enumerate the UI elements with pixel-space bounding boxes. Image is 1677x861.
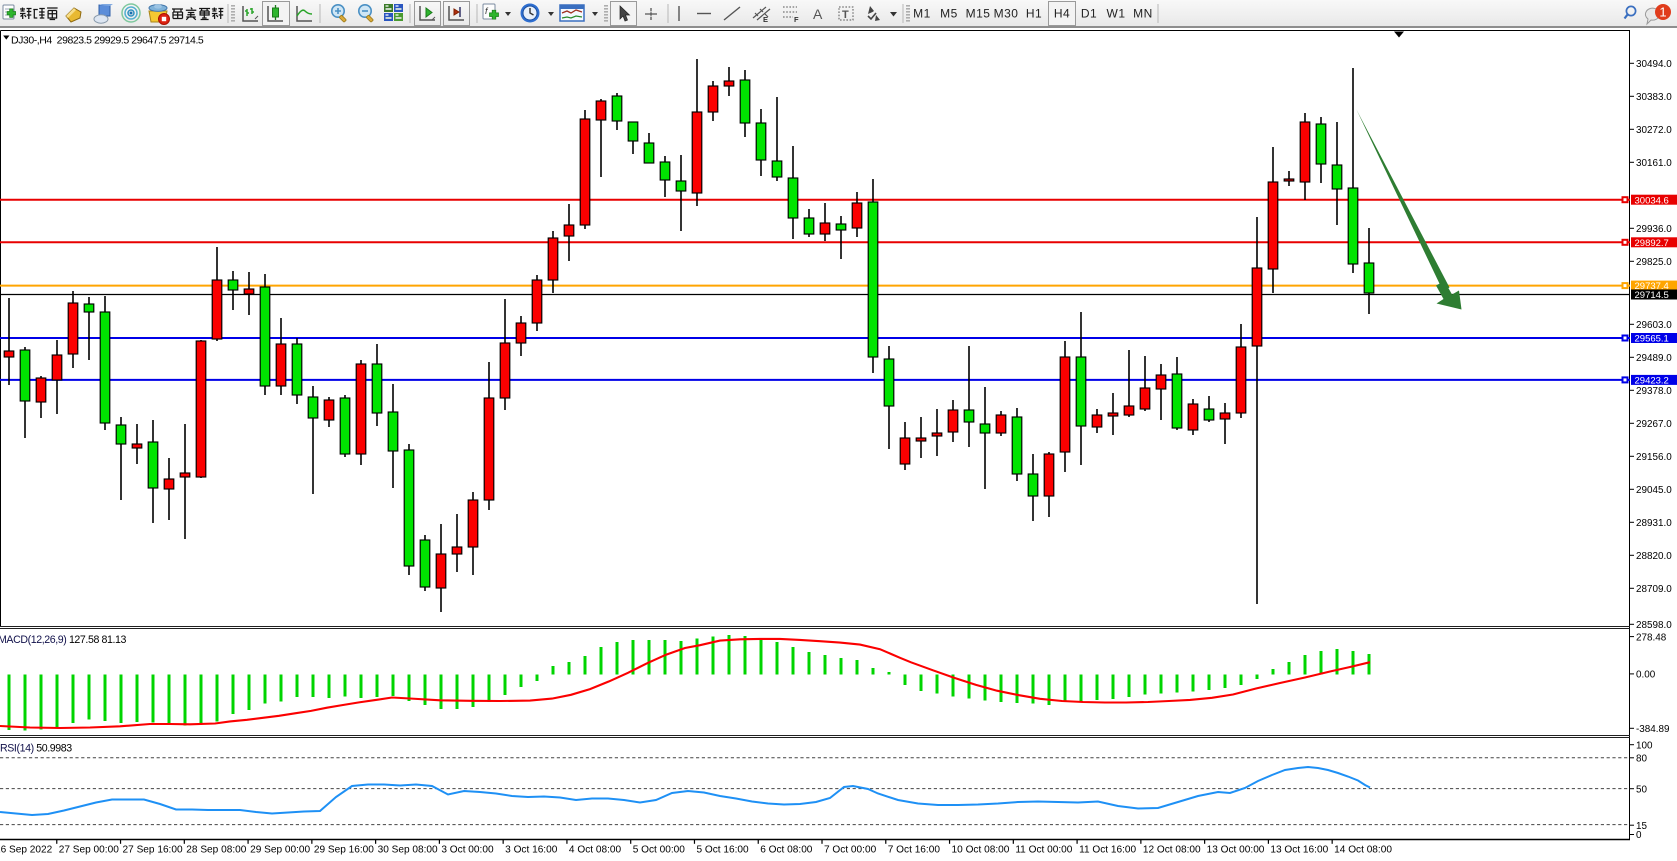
svg-text:29565.1: 29565.1	[1635, 334, 1669, 345]
svg-text:12 Oct 08:00: 12 Oct 08:00	[1143, 845, 1201, 856]
svg-text:80: 80	[1636, 754, 1647, 765]
svg-text:4 Oct 08:00: 4 Oct 08:00	[569, 845, 622, 856]
svg-text:W1: W1	[1107, 7, 1126, 21]
svg-text:M30: M30	[994, 7, 1019, 21]
svg-text:30161.0: 30161.0	[1636, 158, 1672, 169]
svg-text:29892.7: 29892.7	[1635, 238, 1669, 249]
svg-text:28 Sep 08:00: 28 Sep 08:00	[186, 845, 246, 856]
svg-text:E: E	[763, 15, 768, 24]
svg-text:7 Oct 16:00: 7 Oct 16:00	[888, 845, 941, 856]
svg-text:29045.0: 29045.0	[1636, 485, 1672, 496]
svg-text:28820.0: 28820.0	[1636, 551, 1672, 562]
svg-text:29156.0: 29156.0	[1636, 452, 1672, 463]
svg-text:7 Oct 00:00: 7 Oct 00:00	[824, 845, 877, 856]
svg-text:M1: M1	[913, 7, 931, 21]
svg-text:29737.4: 29737.4	[1635, 281, 1669, 292]
svg-text:29378.0: 29378.0	[1636, 386, 1672, 397]
svg-text:30494.0: 30494.0	[1636, 59, 1672, 70]
svg-text:26 Sep 2022: 26 Sep 2022	[0, 845, 53, 856]
svg-text:278.48: 278.48	[1636, 632, 1667, 643]
svg-text:50: 50	[1636, 784, 1647, 795]
svg-text:13 Oct 16:00: 13 Oct 16:00	[1270, 845, 1328, 856]
svg-text:-384.89: -384.89	[1636, 724, 1670, 735]
svg-text:H1: H1	[1026, 7, 1042, 21]
svg-text:29714.5: 29714.5	[1635, 290, 1669, 301]
svg-text:30 Sep 08:00: 30 Sep 08:00	[378, 845, 438, 856]
svg-text:10 Oct 08:00: 10 Oct 08:00	[952, 845, 1010, 856]
svg-text:13 Oct 00:00: 13 Oct 00:00	[1207, 845, 1265, 856]
svg-text:f: f	[485, 6, 489, 16]
svg-text:A: A	[813, 6, 823, 22]
svg-text:M15: M15	[966, 7, 991, 21]
svg-text:27 Sep 00:00: 27 Sep 00:00	[59, 845, 119, 856]
svg-text:MN: MN	[1133, 7, 1153, 21]
svg-text:3 Oct 00:00: 3 Oct 00:00	[441, 845, 494, 856]
svg-text:29 Sep 00:00: 29 Sep 00:00	[250, 845, 310, 856]
svg-text:1: 1	[1659, 5, 1666, 20]
svg-text:DJ30-,H4 29823.5 29929.5 2964: DJ30-,H4 29823.5 29929.5 29647.5 29714.5	[11, 35, 204, 47]
svg-text:14 Oct 08:00: 14 Oct 08:00	[1334, 845, 1392, 856]
svg-text:MACD(12,26,9) 127.58 81.13: MACD(12,26,9) 127.58 81.13	[0, 634, 127, 646]
svg-text:0.00: 0.00	[1636, 670, 1656, 681]
svg-text:29 Sep 16:00: 29 Sep 16:00	[314, 845, 374, 856]
svg-text:5 Oct 16:00: 5 Oct 16:00	[696, 845, 749, 856]
svg-text:27 Sep 16:00: 27 Sep 16:00	[123, 845, 183, 856]
svg-text:RSI(14) 50.9983: RSI(14) 50.9983	[0, 743, 72, 755]
svg-text:5 Oct 00:00: 5 Oct 00:00	[633, 845, 686, 856]
svg-text:29423.2: 29423.2	[1635, 376, 1669, 387]
svg-text:11 Oct 00:00: 11 Oct 00:00	[1015, 845, 1072, 856]
svg-text:6 Oct 08:00: 6 Oct 08:00	[760, 845, 813, 856]
svg-text:H4: H4	[1054, 7, 1070, 21]
svg-text:30383.0: 30383.0	[1636, 92, 1672, 103]
svg-text:15: 15	[1636, 821, 1647, 832]
svg-text:T: T	[842, 9, 849, 21]
svg-text:29267.0: 29267.0	[1636, 419, 1672, 430]
svg-text:M5: M5	[940, 7, 958, 21]
svg-text:28709.0: 28709.0	[1636, 584, 1672, 595]
svg-text:0: 0	[1636, 830, 1642, 841]
svg-text:29603.0: 29603.0	[1636, 320, 1672, 331]
svg-text:D1: D1	[1081, 7, 1097, 21]
svg-text:29489.0: 29489.0	[1636, 353, 1672, 364]
svg-text:11 Oct 16:00: 11 Oct 16:00	[1079, 845, 1136, 856]
svg-text:F: F	[794, 15, 799, 24]
svg-text:29936.0: 29936.0	[1636, 224, 1672, 235]
svg-text:30034.6: 30034.6	[1635, 195, 1669, 206]
svg-text:3 Oct 16:00: 3 Oct 16:00	[505, 845, 558, 856]
svg-text:100: 100	[1636, 740, 1653, 751]
svg-text:28598.0: 28598.0	[1636, 620, 1672, 631]
svg-text:30272.0: 30272.0	[1636, 125, 1672, 136]
svg-text:29825.0: 29825.0	[1636, 257, 1672, 268]
svg-text:28931.0: 28931.0	[1636, 518, 1672, 529]
